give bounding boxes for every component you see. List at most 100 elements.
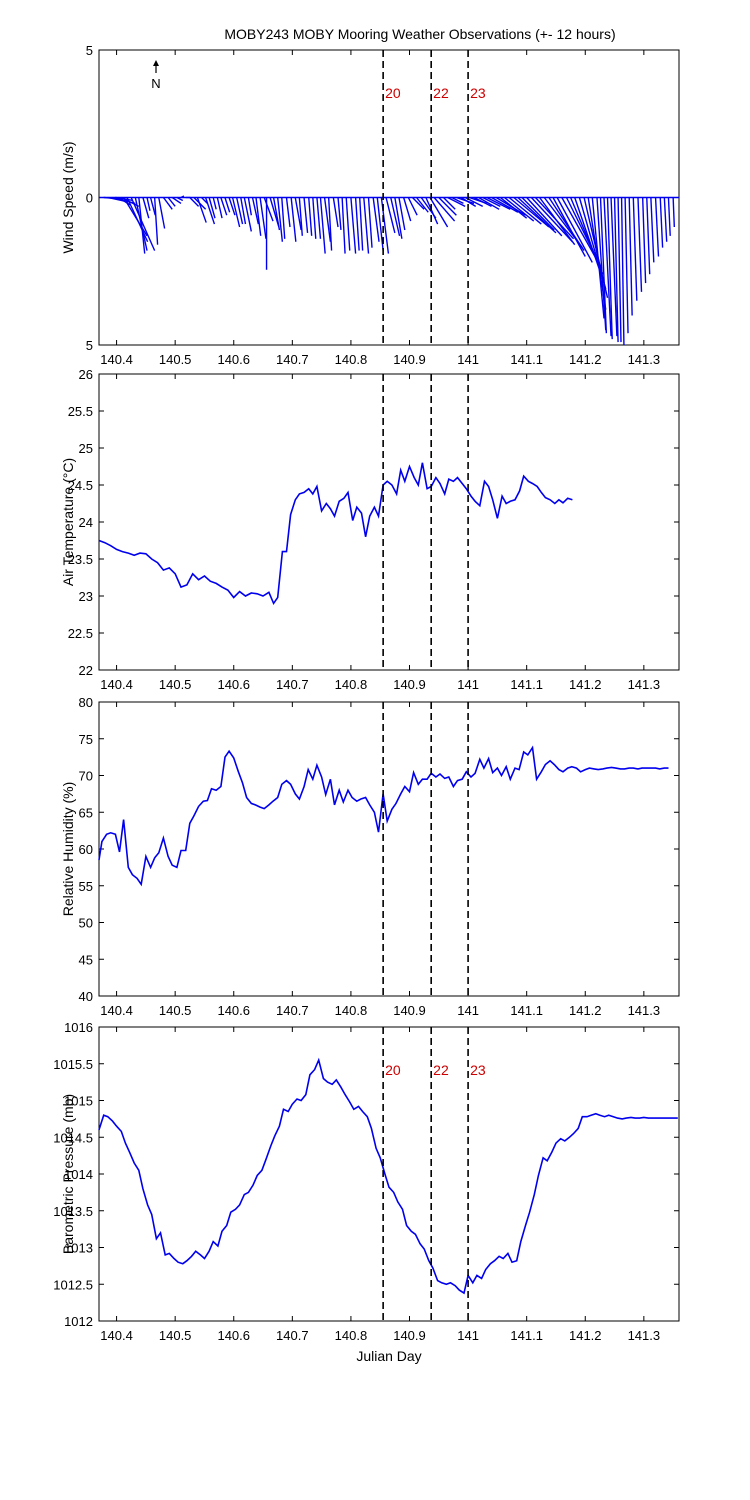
y-tick-label: 55 [79, 879, 93, 894]
series-line-airtemp [98, 462, 573, 606]
x-tick-label: 140.5 [159, 352, 192, 367]
wind-vector [312, 197, 317, 239]
marker-label-23: 23 [470, 85, 486, 101]
wind-vector [171, 196, 182, 204]
x-tick-label: 140.9 [393, 1003, 426, 1018]
y-axis-title: Relative Humidity (%) [60, 782, 76, 917]
y-axis-title: Barometric Pressure (mb) [60, 1094, 76, 1254]
x-tick-label: 140.9 [393, 677, 426, 692]
wind-vector [367, 197, 373, 248]
y-axis-title: Wind Speed (m/s) [60, 141, 76, 253]
wind-vector [285, 197, 291, 228]
x-tick-label: 140.6 [217, 352, 250, 367]
x-tick-label: 141.3 [628, 677, 661, 692]
wind-vector [442, 197, 456, 210]
wind-vector [359, 197, 364, 251]
wind-vector [255, 197, 262, 236]
wind-vector [499, 196, 528, 219]
x-tick-label: 140.5 [159, 677, 192, 692]
wind-vector [308, 197, 313, 236]
x-tick-label: 140.8 [335, 677, 368, 692]
y-tick-label: 1012.5 [53, 1277, 93, 1292]
wind-vector [350, 197, 357, 254]
wind-vector [337, 197, 342, 231]
wind-vector [641, 197, 647, 284]
y-tick-label: 23 [79, 589, 93, 604]
x-tick-label: 140.9 [393, 1328, 426, 1343]
wind-vector [216, 197, 223, 219]
y-tick-label: 1014 [64, 1167, 93, 1182]
panels: 50 5 140.4 140.5 140.6 140.7 140.8 140.9 141 141.… [53, 43, 680, 1364]
wind-vector [654, 197, 660, 257]
wind-vector [473, 196, 492, 207]
y-tick-label: 24.5 [68, 478, 93, 493]
wind-vector [659, 197, 664, 248]
y-tick-label: 70 [79, 769, 93, 784]
wind-vector [433, 197, 456, 222]
wind-vector [451, 196, 464, 205]
x-tick-label: 141.2 [569, 1003, 602, 1018]
y-tick-label: 5 [86, 43, 93, 58]
wind-vector [552, 197, 586, 257]
x-tick-label: 141 [457, 1328, 479, 1343]
y-tick-label: 1012 [64, 1314, 93, 1329]
wind-vector [447, 196, 466, 207]
chart-title: MOBY243 MOBY Mooring Weather Observation… [224, 26, 615, 42]
marker-label-22: 22 [433, 85, 449, 101]
panel-wind: 5 0 5 140.4 140.5 140.6 140.7 140.8 140.9 141 141.… [60, 43, 680, 367]
wind-vector [517, 196, 557, 234]
wind-vector [162, 197, 173, 210]
wind-vector [478, 196, 500, 210]
y-tick-label: 24 [79, 515, 93, 530]
y-tick-label: 1014.5 [53, 1130, 93, 1145]
x-axis-title: Julian Day [356, 1348, 421, 1364]
marker-label-23: 23 [470, 1062, 486, 1078]
wind-vector [663, 197, 668, 242]
wind-vector [272, 197, 281, 231]
x-tick-label: 140.6 [217, 677, 250, 692]
wind-vector [556, 197, 593, 263]
x-tick-label: 140.4 [100, 352, 133, 367]
wind-vector [372, 197, 380, 242]
y-tick-label: 1013.5 [53, 1204, 93, 1219]
wind-vector [130, 197, 156, 251]
wind-vector [596, 197, 607, 331]
wind-vector [138, 197, 146, 254]
x-tick-label: 140.4 [100, 1003, 133, 1018]
wind-vector [415, 197, 429, 213]
wind-vector [251, 197, 260, 225]
wind-vector [316, 197, 322, 239]
wind-vector [521, 197, 555, 231]
wind-vector [376, 197, 384, 251]
wind-vector [407, 197, 418, 216]
wind-vector [460, 196, 477, 207]
y-tick-label: 80 [79, 695, 93, 710]
wind-vector [491, 196, 519, 213]
x-tick-label: 141.1 [510, 677, 543, 692]
wind-vector [247, 197, 253, 216]
x-tick-label: 140.7 [276, 1003, 309, 1018]
wind-vector [235, 197, 244, 225]
x-tick-label: 141.2 [569, 352, 602, 367]
wind-vector [363, 197, 370, 254]
wind-vector [548, 197, 585, 251]
panel-humidity: 80 75 70 65 60 55 50 45 40 140.4 140.5 140.6 140.7 14… [60, 695, 680, 1018]
wind-vector [672, 197, 676, 228]
y-tick-label: 1015 [64, 1094, 93, 1109]
wind-vector [667, 197, 671, 236]
wind-vector [628, 197, 633, 316]
north-label: N [151, 76, 160, 91]
wind-vector [323, 197, 332, 242]
wind-vector [126, 197, 149, 243]
wind-vector [204, 197, 216, 225]
x-tick-label: 141.3 [628, 1003, 661, 1018]
wind-vector [398, 197, 406, 231]
wind-vector [176, 196, 184, 202]
y-tick-label: 75 [79, 732, 93, 747]
y-tick-label: 50 [79, 916, 93, 931]
x-tick-label: 140.5 [159, 1328, 192, 1343]
y-tick-label: 23.5 [68, 552, 93, 567]
wind-vector [610, 197, 618, 337]
wind-vector [390, 197, 401, 237]
wind-vector [220, 197, 228, 216]
